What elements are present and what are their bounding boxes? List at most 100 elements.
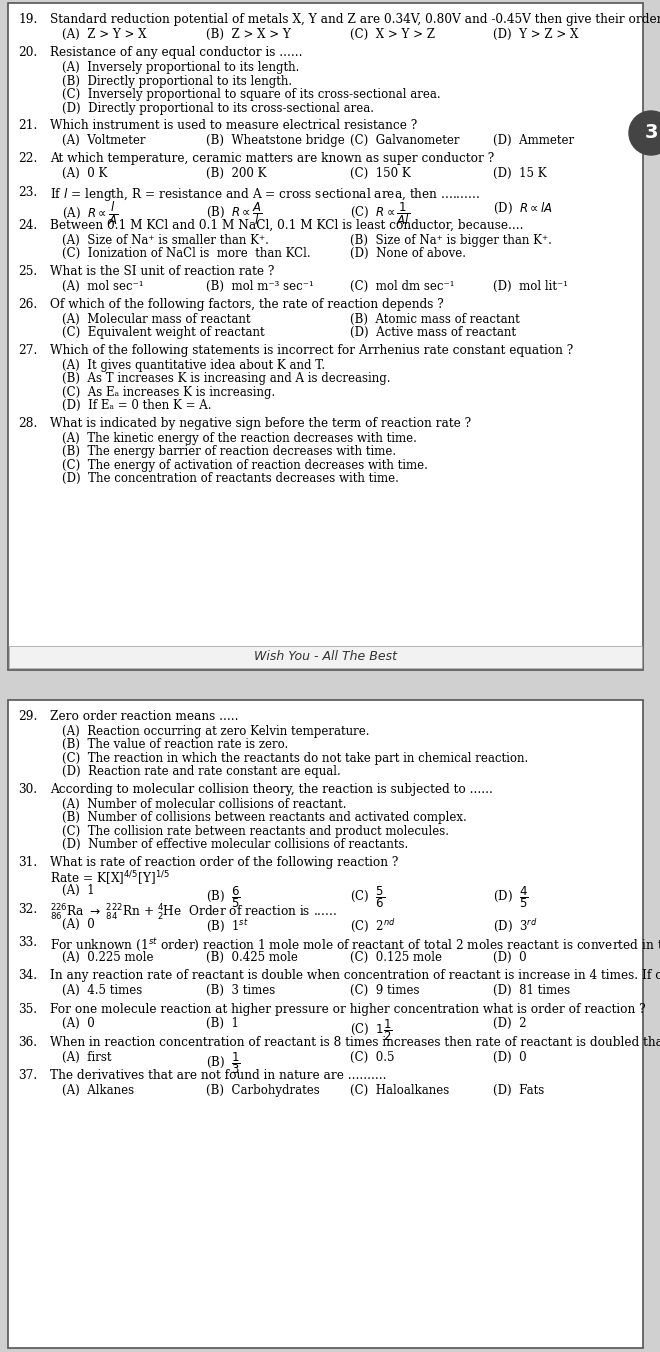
Text: (B)  Directly proportional to its length.: (B) Directly proportional to its length. xyxy=(62,74,292,88)
Text: (A)  Reaction occurring at zero Kelvin temperature.: (A) Reaction occurring at zero Kelvin te… xyxy=(62,725,370,738)
Text: (A)  $R\propto \dfrac{l}{A}$: (A) $R\propto \dfrac{l}{A}$ xyxy=(62,200,118,227)
Text: (D)  mol lit⁻¹: (D) mol lit⁻¹ xyxy=(493,280,568,292)
Text: What is indicated by negative sign before the term of reaction rate ?: What is indicated by negative sign befor… xyxy=(50,416,471,430)
Text: (B)  Size of Na⁺ is bigger than K⁺.: (B) Size of Na⁺ is bigger than K⁺. xyxy=(350,234,551,247)
Bar xyxy=(8,700,643,1348)
Text: The derivatives that are not found in nature are ..........: The derivatives that are not found in na… xyxy=(50,1069,387,1082)
Text: (B)  3 times: (B) 3 times xyxy=(206,984,275,996)
Text: (C)  0.125 mole: (C) 0.125 mole xyxy=(350,950,442,964)
Circle shape xyxy=(629,111,660,155)
Text: 30.: 30. xyxy=(18,783,37,796)
Text: 28.: 28. xyxy=(18,416,38,430)
Text: (C)  $R\propto \dfrac{1}{Al}$: (C) $R\propto \dfrac{1}{Al}$ xyxy=(350,200,410,227)
Text: (D)  15 K: (D) 15 K xyxy=(493,168,547,180)
Text: (C)  $1\dfrac{1}{2}$: (C) $1\dfrac{1}{2}$ xyxy=(350,1018,392,1044)
Text: (B)  The value of reaction rate is zero.: (B) The value of reaction rate is zero. xyxy=(62,738,288,752)
Text: (D)  Reaction rate and rate constant are equal.: (D) Reaction rate and rate constant are … xyxy=(62,765,341,779)
Text: 33.: 33. xyxy=(18,936,37,949)
Text: (B)  Atomic mass of reactant: (B) Atomic mass of reactant xyxy=(350,312,519,326)
Text: (C)  9 times: (C) 9 times xyxy=(350,984,419,996)
Text: (A)  Alkanes: (A) Alkanes xyxy=(62,1084,134,1096)
Text: At which temperature, ceramic matters are known as super conductor ?: At which temperature, ceramic matters ar… xyxy=(50,153,494,165)
Text: Which of the following statements is incorrect for Arrhenius rate constant equat: Which of the following statements is inc… xyxy=(50,343,574,357)
Text: (A)  Inversely proportional to its length.: (A) Inversely proportional to its length… xyxy=(62,61,300,74)
Text: 36.: 36. xyxy=(18,1036,37,1049)
Text: (A)  4.5 times: (A) 4.5 times xyxy=(62,984,143,996)
Bar xyxy=(8,3,643,671)
Text: (D)  Ammeter: (D) Ammeter xyxy=(493,134,574,147)
Text: 37.: 37. xyxy=(18,1069,37,1082)
Bar xyxy=(9,646,642,668)
Text: When in reaction concentration of reactant is 8 times increases then rate of rea: When in reaction concentration of reacta… xyxy=(50,1036,660,1049)
Text: 25.: 25. xyxy=(18,265,37,277)
Text: (B)  0.425 mole: (B) 0.425 mole xyxy=(206,950,298,964)
Text: (C)  Galvanometer: (C) Galvanometer xyxy=(350,134,459,147)
Text: (A)  Molecular mass of reactant: (A) Molecular mass of reactant xyxy=(62,312,251,326)
Text: (D)  $\dfrac{4}{5}$: (D) $\dfrac{4}{5}$ xyxy=(493,884,529,910)
Text: For unknown (1$^{st}$ order) reaction 1 mole mole of reactant of total 2 moles r: For unknown (1$^{st}$ order) reaction 1 … xyxy=(50,936,660,955)
Text: (D)  If Eₐ = 0 then K = A.: (D) If Eₐ = 0 then K = A. xyxy=(62,399,211,412)
Text: (A)  1: (A) 1 xyxy=(62,884,94,898)
Text: (C)  Inversely proportional to square of its cross-sectional area.: (C) Inversely proportional to square of … xyxy=(62,88,441,101)
Text: (C)  The energy of activation of reaction decreases with time.: (C) The energy of activation of reaction… xyxy=(62,458,428,472)
Text: (B)  mol m⁻³ sec⁻¹: (B) mol m⁻³ sec⁻¹ xyxy=(206,280,314,292)
Text: 24.: 24. xyxy=(18,219,37,233)
Text: (B)  $\dfrac{1}{3}$: (B) $\dfrac{1}{3}$ xyxy=(206,1051,240,1076)
Text: Rate = K[X]$^{4/5}$[Y]$^{1/5}$: Rate = K[X]$^{4/5}$[Y]$^{1/5}$ xyxy=(50,869,170,888)
Text: 22.: 22. xyxy=(18,153,38,165)
Text: (A)  0: (A) 0 xyxy=(62,1018,95,1030)
Text: (B)  Number of collisions between reactants and activated complex.: (B) Number of collisions between reactan… xyxy=(62,811,467,825)
Text: Zero order reaction means .....: Zero order reaction means ..... xyxy=(50,710,238,723)
Text: (B)  The energy barrier of reaction decreases with time.: (B) The energy barrier of reaction decre… xyxy=(62,445,396,458)
Text: (C)  X > Y > Z: (C) X > Y > Z xyxy=(350,28,434,41)
Text: (B)  200 K: (B) 200 K xyxy=(206,168,266,180)
Text: 20.: 20. xyxy=(18,46,37,59)
Text: (D)  Directly proportional to its cross-sectional area.: (D) Directly proportional to its cross-s… xyxy=(62,101,374,115)
Text: (D)  0: (D) 0 xyxy=(493,950,527,964)
Text: Which instrument is used to measure electrical resistance ?: Which instrument is used to measure elec… xyxy=(50,119,417,132)
Text: (C)  $\dfrac{5}{6}$: (C) $\dfrac{5}{6}$ xyxy=(350,884,385,910)
Text: (A)  Size of Na⁺ is smaller than K⁺.: (A) Size of Na⁺ is smaller than K⁺. xyxy=(62,234,269,247)
Text: 27.: 27. xyxy=(18,343,38,357)
Text: (C)  150 K: (C) 150 K xyxy=(350,168,411,180)
Text: 35.: 35. xyxy=(18,1003,37,1015)
Text: (D)  81 times: (D) 81 times xyxy=(493,984,570,996)
Text: 32.: 32. xyxy=(18,903,37,915)
Text: According to molecular collision theory, the reaction is subjected to ......: According to molecular collision theory,… xyxy=(50,783,493,796)
Text: 29.: 29. xyxy=(18,710,38,723)
Text: (B)  1$^{st}$: (B) 1$^{st}$ xyxy=(206,918,248,934)
Text: (A)  Z > Y > X: (A) Z > Y > X xyxy=(62,28,147,41)
Text: (B)  Z > X > Y: (B) Z > X > Y xyxy=(206,28,290,41)
Text: (B)  $R\propto \dfrac{A}{l}$: (B) $R\propto \dfrac{A}{l}$ xyxy=(206,200,262,227)
Text: Resistance of any equal conductor is ......: Resistance of any equal conductor is ...… xyxy=(50,46,302,59)
Text: (A)  0: (A) 0 xyxy=(62,918,95,930)
Text: What is the SI unit of reaction rate ?: What is the SI unit of reaction rate ? xyxy=(50,265,275,277)
Text: 19.: 19. xyxy=(18,14,38,26)
Text: (C)  Equivalent weight of reactant: (C) Equivalent weight of reactant xyxy=(62,326,265,339)
Text: 31.: 31. xyxy=(18,856,37,868)
Text: (C)  2$^{nd}$: (C) 2$^{nd}$ xyxy=(350,918,395,934)
Text: (A)  Number of molecular collisions of reactant.: (A) Number of molecular collisions of re… xyxy=(62,798,347,811)
Text: What is rate of reaction order of the following reaction ?: What is rate of reaction order of the fo… xyxy=(50,856,399,868)
Text: (A)  0.225 mole: (A) 0.225 mole xyxy=(62,950,154,964)
Text: (D)  The concentration of reactants decreases with time.: (D) The concentration of reactants decre… xyxy=(62,472,399,485)
Text: (D)  3$^{rd}$: (D) 3$^{rd}$ xyxy=(493,918,537,934)
Text: In any reaction rate of reactant is double when concentration of reactant is inc: In any reaction rate of reactant is doub… xyxy=(50,969,660,983)
Text: (D)  Number of effective molecular collisions of reactants.: (D) Number of effective molecular collis… xyxy=(62,838,409,852)
Text: (B)  As T increases K is increasing and A is decreasing.: (B) As T increases K is increasing and A… xyxy=(62,372,391,385)
Text: $^{226}_{86}$Ra $\rightarrow$ $^{222}_{84}$Rn + $^{4}_{2}$He  Order of reaction : $^{226}_{86}$Ra $\rightarrow$ $^{222}_{8… xyxy=(50,903,337,923)
Text: (C)  As Eₐ increases K is increasing.: (C) As Eₐ increases K is increasing. xyxy=(62,385,275,399)
Text: 34.: 34. xyxy=(18,969,37,983)
Text: If $l$ = length, R = resistance and A = cross sectional area, then ..........: If $l$ = length, R = resistance and A = … xyxy=(50,185,480,203)
Text: (A)  The kinetic energy of the reaction decreases with time.: (A) The kinetic energy of the reaction d… xyxy=(62,431,417,445)
Text: Between 0.1 M KCl and 0.1 M NaCl, 0.1 M KCl is least conductor, because....: Between 0.1 M KCl and 0.1 M NaCl, 0.1 M … xyxy=(50,219,523,233)
Text: (D)  $R\propto lA$: (D) $R\propto lA$ xyxy=(493,200,553,215)
Text: 3: 3 xyxy=(644,123,658,142)
Text: (D)  2: (D) 2 xyxy=(493,1018,527,1030)
Text: (D)  Y > Z > X: (D) Y > Z > X xyxy=(493,28,579,41)
Text: (C)  The collision rate between reactants and product molecules.: (C) The collision rate between reactants… xyxy=(62,825,449,838)
Text: (D)  Fats: (D) Fats xyxy=(493,1084,544,1096)
Text: For one molecule reaction at higher pressure or higher concentration what is ord: For one molecule reaction at higher pres… xyxy=(50,1003,645,1015)
Text: (B)  $\dfrac{6}{5}$: (B) $\dfrac{6}{5}$ xyxy=(206,884,240,910)
Text: (D)  Active mass of reactant: (D) Active mass of reactant xyxy=(350,326,515,339)
